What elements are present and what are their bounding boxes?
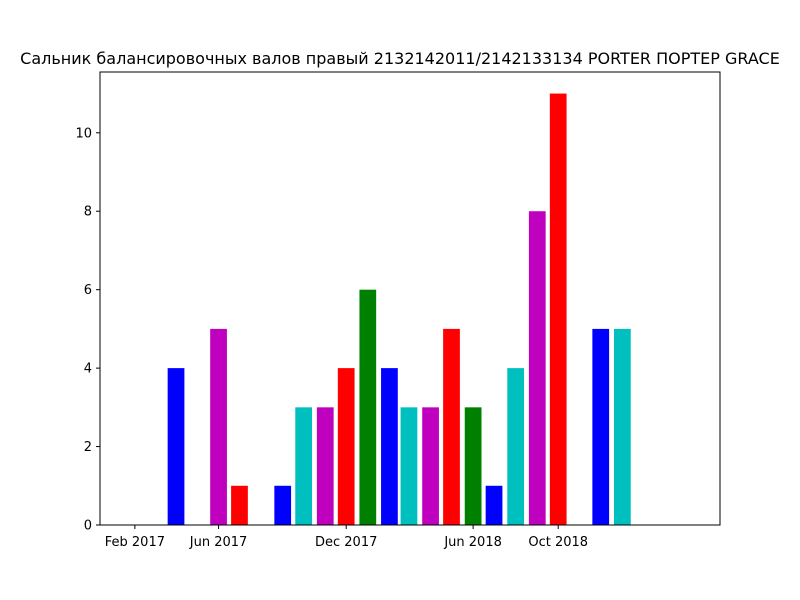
bar-2017-07-01	[231, 485, 248, 525]
bar-2017-09-01	[274, 485, 292, 525]
bar-2018-01-01	[359, 289, 377, 525]
x-axis: Feb 2017 Jun 2017 Dec 2017 Jun 2018 Oct 2018	[105, 525, 588, 550]
bar-2018-07-01	[485, 485, 503, 525]
bar-2018-10-01	[549, 93, 567, 525]
bar-2018-03-01	[400, 407, 418, 525]
bar-2017-10-01	[295, 407, 313, 525]
y-tick-label: 6	[84, 283, 92, 298]
bar-2017-11-01	[316, 407, 334, 525]
y-axis: 0 2 4 6 8 10	[75, 126, 100, 534]
y-tick-label: 4	[84, 362, 92, 377]
x-tick-label: Jun 2018	[443, 535, 502, 550]
x-tick-label: Jun 2017	[189, 535, 248, 550]
bar-2018-06-01	[464, 407, 482, 525]
x-tick-label: Feb 2017	[105, 535, 165, 550]
bar-2018-02-01	[381, 368, 398, 525]
bar-2018-09-01	[528, 211, 546, 526]
x-tick-label: Dec 2017	[315, 535, 377, 550]
chart-title: Сальник балансировочных валов правый 213…	[20, 49, 780, 68]
bar-2018-12-01	[592, 328, 610, 525]
y-tick-label: 8	[84, 205, 92, 220]
bar-2018-08-01	[507, 368, 525, 525]
bar-2018-05-01	[443, 328, 460, 525]
plot-frame	[99, 71, 721, 526]
bar-2017-06-01	[210, 328, 227, 525]
bar-2017-04-01	[167, 368, 185, 525]
bars-group	[167, 93, 631, 526]
bar-2019-01-01	[613, 328, 631, 525]
bar-2018-04-01	[422, 407, 439, 525]
bar-2017-12-01	[337, 368, 355, 525]
y-tick-label: 0	[84, 519, 92, 534]
y-tick-label: 2	[84, 440, 92, 455]
y-tick-label: 10	[75, 126, 92, 141]
x-tick-label: Oct 2018	[528, 535, 588, 550]
